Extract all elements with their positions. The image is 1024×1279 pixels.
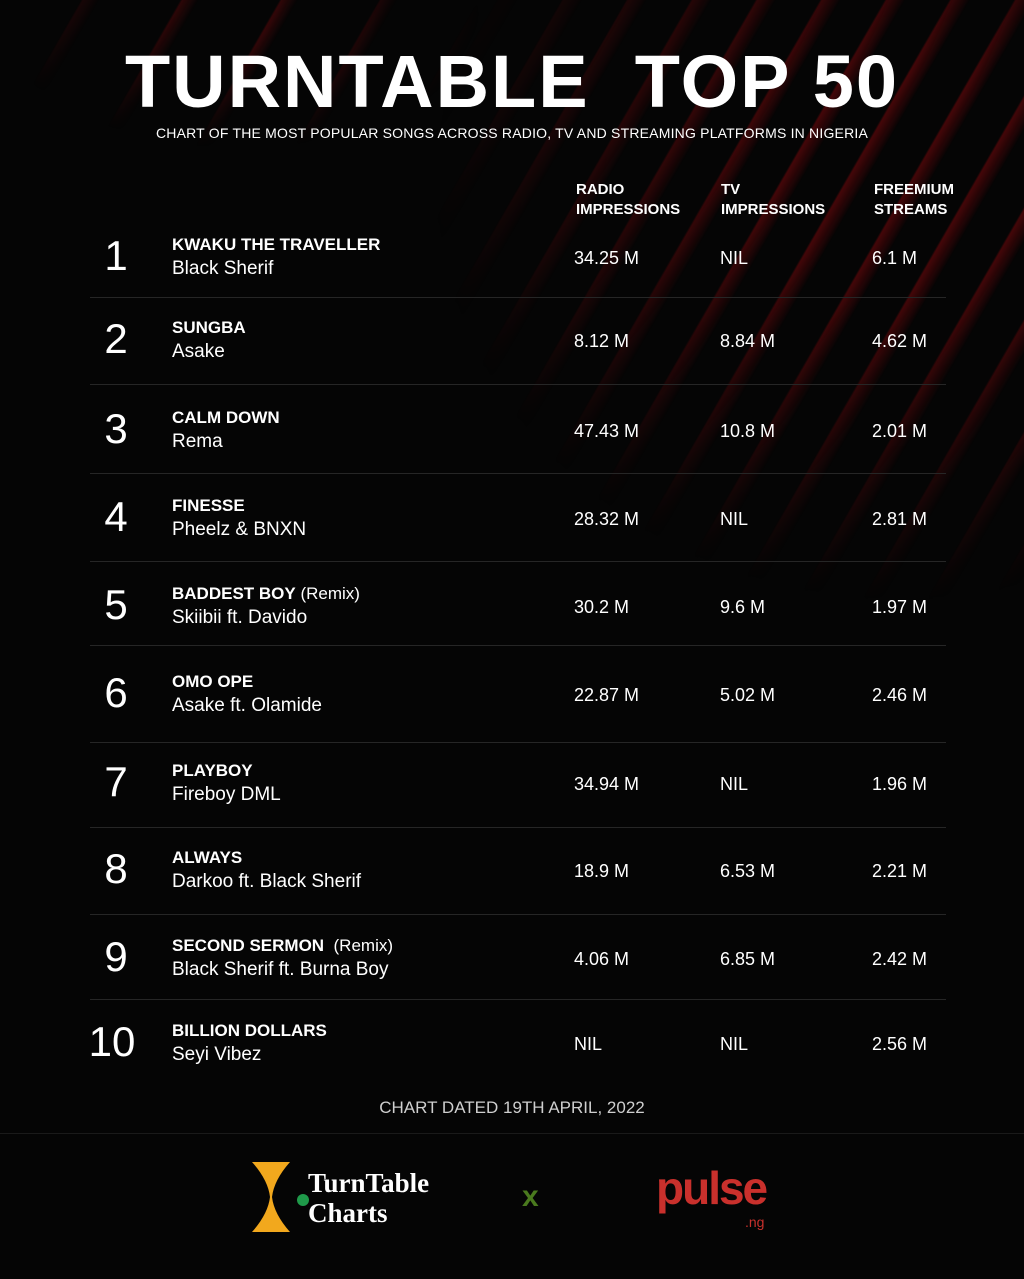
row-divider — [90, 914, 946, 915]
song-title: FINESSE — [172, 496, 245, 516]
song-title: CALM DOWN — [172, 408, 280, 428]
radio-impressions: 47.43 M — [574, 421, 640, 441]
rank: 7 — [104, 758, 128, 805]
song-name: FINESSE — [172, 496, 245, 515]
song-name: BADDEST BOY — [172, 584, 296, 603]
artist: Skiibii ft. Davido — [172, 607, 308, 628]
song-title: KWAKU THE TRAVELLER — [172, 235, 380, 255]
freemium-streams: 6.1 M — [872, 248, 918, 268]
artist: Rema — [172, 431, 223, 452]
freemium-streams: 2.21 M — [872, 861, 928, 881]
tv-impressions: 5.02 M — [720, 685, 776, 705]
rank: 1 — [104, 232, 128, 279]
rank: 9 — [104, 933, 128, 980]
radio-impressions: 30.2 M — [574, 597, 630, 617]
tv-impressions: 10.8 M — [720, 421, 776, 441]
row-divider — [90, 742, 946, 743]
radio-impressions: 4.06 M — [574, 949, 630, 969]
song-title: SUNGBA — [172, 318, 246, 338]
radio-impressions: 34.25 M — [574, 248, 640, 268]
row-divider — [90, 473, 946, 474]
freemium-streams: 2.42 M — [872, 949, 928, 969]
rank: 2 — [104, 315, 128, 362]
song-title: OMO OPE — [172, 672, 253, 692]
song-name: PLAYBOY — [172, 761, 253, 780]
freemium-streams: 2.01 M — [872, 421, 928, 441]
pulse-logo: pulse — [656, 1162, 768, 1214]
turntable-logo-icon — [252, 1162, 309, 1232]
song-title: PLAYBOY — [172, 761, 253, 781]
tv-impressions: NIL — [720, 1034, 749, 1054]
row-divider — [90, 297, 946, 298]
collab-separator: x — [522, 1180, 539, 1213]
song-name: SUNGBA — [172, 318, 246, 337]
artist: Asake — [172, 341, 225, 362]
song-note: (Remix) — [295, 584, 360, 603]
freemium-streams: 2.56 M — [872, 1034, 928, 1054]
tv-impressions: 6.85 M — [720, 949, 776, 969]
artist: Black Sherif — [172, 258, 274, 279]
row-divider — [90, 645, 946, 646]
song-name: SECOND SERMON — [172, 936, 325, 955]
freemium-streams: 1.96 M — [872, 774, 928, 794]
song-name: CALM DOWN — [172, 408, 280, 427]
freemium-streams: 2.81 M — [872, 509, 928, 529]
poster-title: TURNTABLE TOP 50 — [124, 40, 900, 123]
freemium-streams: 4.62 M — [872, 331, 928, 351]
row-divider — [90, 561, 946, 562]
radio-impressions: 34.94 M — [574, 774, 640, 794]
song-title: BILLION DOLLARS — [172, 1021, 327, 1041]
chart-date: CHART DATED 19TH APRIL, 2022 — [379, 1098, 645, 1117]
song-name: KWAKU THE TRAVELLER — [172, 235, 381, 254]
rank: 10 — [88, 1018, 136, 1065]
poster-subtitle: CHART OF THE MOST POPULAR SONGS ACROSS R… — [155, 125, 869, 141]
rank: 8 — [104, 845, 128, 892]
freemium-streams: 2.46 M — [872, 685, 928, 705]
column-header-freemium: FREEMIUM STREAMS — [874, 181, 954, 218]
song-note: (Remix) — [324, 936, 394, 955]
pulse-logo-suffix: .ng — [745, 1214, 765, 1230]
song-title: ALWAYS — [172, 848, 242, 868]
rank: 6 — [104, 669, 128, 716]
radio-impressions: NIL — [574, 1034, 603, 1054]
column-header-radio: RADIO IMPRESSIONS — [576, 181, 681, 218]
turntable-logo-text: TurnTable Charts — [308, 1168, 430, 1228]
song-name: ALWAYS — [172, 848, 243, 867]
row-divider — [90, 384, 946, 385]
song-title: BADDEST BOY (Remix) — [172, 584, 360, 604]
tv-impressions: 8.84 M — [720, 331, 776, 351]
tv-impressions: 9.6 M — [720, 597, 766, 617]
tv-impressions: NIL — [720, 509, 749, 529]
artist: Seyi Vibez — [172, 1044, 262, 1065]
artist: Fireboy DML — [172, 784, 281, 805]
song-name: OMO OPE — [172, 672, 254, 691]
tv-impressions: 6.53 M — [720, 861, 776, 881]
radio-impressions: 28.32 M — [574, 509, 640, 529]
artist: Darkoo ft. Black Sherif — [172, 871, 362, 892]
row-divider — [90, 999, 946, 1000]
column-header-tv: TV IMPRESSIONS — [721, 181, 826, 218]
rank: 3 — [104, 405, 128, 452]
song-name: BILLION DOLLARS — [172, 1021, 327, 1040]
radio-impressions: 18.9 M — [574, 861, 630, 881]
artist: Asake ft. Olamide — [172, 695, 322, 716]
artist: Black Sherif ft. Burna Boy — [172, 959, 389, 980]
tv-impressions: NIL — [720, 248, 749, 268]
rank: 5 — [104, 581, 128, 628]
freemium-streams: 1.97 M — [872, 597, 928, 617]
radio-impressions: 8.12 M — [574, 331, 630, 351]
tv-impressions: NIL — [720, 774, 749, 794]
song-title: SECOND SERMON (Remix) — [172, 936, 393, 956]
divider — [0, 1133, 1024, 1134]
rank: 4 — [104, 493, 128, 540]
radio-impressions: 22.87 M — [574, 685, 640, 705]
row-divider — [90, 827, 946, 828]
artist: Pheelz & BNXN — [172, 519, 307, 540]
